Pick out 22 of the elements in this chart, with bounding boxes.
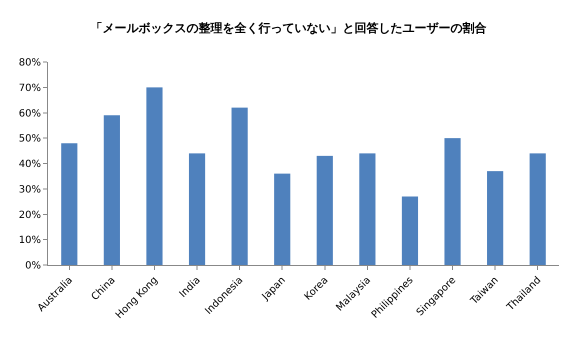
bar	[487, 171, 504, 265]
y-tick-label: 70%	[18, 82, 41, 94]
chart-title: 「メールボックスの整理を全く行っていない」と回答したユーザーの割合	[90, 20, 488, 35]
bar	[188, 153, 206, 265]
y-tick-label: 40%	[18, 159, 41, 170]
bar	[530, 153, 546, 265]
bar	[274, 174, 290, 265]
y-tick-label: 20%	[18, 210, 41, 221]
y-tick-label: 0%	[25, 260, 41, 272]
bar	[359, 153, 376, 265]
y-tick-label: 80%	[18, 58, 41, 68]
y-tick-label: 30%	[18, 184, 41, 196]
bar	[316, 156, 333, 265]
y-tick-label: 60%	[18, 108, 41, 120]
bar	[146, 87, 163, 265]
bar	[444, 138, 461, 265]
bar	[402, 196, 418, 265]
bar	[61, 143, 78, 265]
y-tick-label: 10%	[18, 235, 41, 246]
bar	[104, 115, 120, 265]
bar	[232, 108, 248, 265]
y-tick-label: 50%	[18, 134, 41, 145]
